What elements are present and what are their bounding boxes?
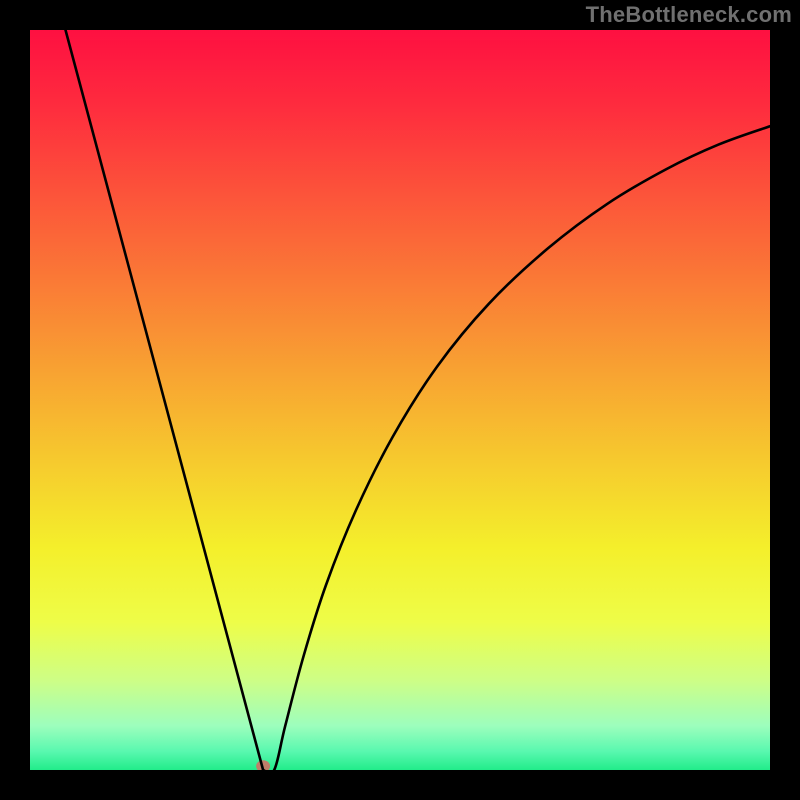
bottleneck-curve <box>30 30 770 770</box>
plot-area <box>30 30 770 770</box>
left-branch-line <box>66 30 264 770</box>
right-branch-curve <box>263 126 770 770</box>
chart-container: TheBottleneck.com <box>0 0 800 800</box>
watermark-text: TheBottleneck.com <box>586 2 792 28</box>
